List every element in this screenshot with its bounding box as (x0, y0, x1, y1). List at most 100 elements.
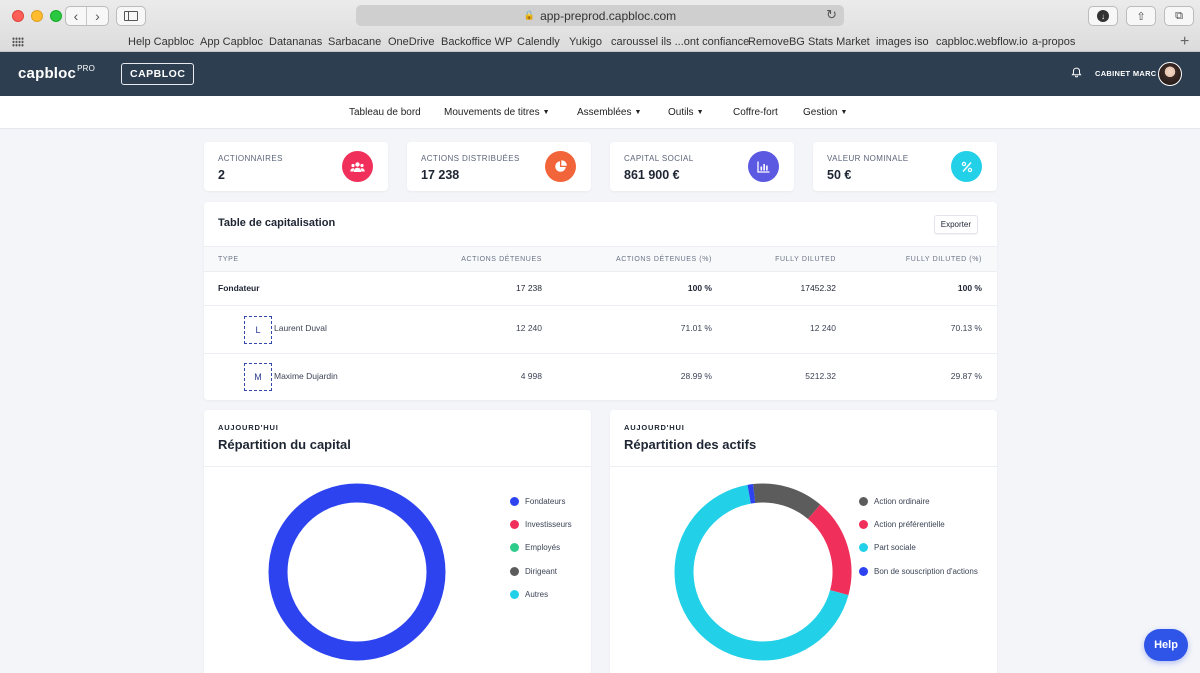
stat-label: ACTIONNAIRES (218, 154, 283, 163)
bookmark[interactable]: Backoffice WP (441, 36, 513, 48)
chevron-down-icon: ▼ (634, 109, 642, 116)
panel-kicker: AUJOURD'HUI (624, 423, 685, 432)
avatar-initial-badge: L (244, 316, 272, 344)
legend-item[interactable]: Action préférentielle (859, 513, 978, 536)
col-fully-diluted[interactable]: FULLY DILUTED (775, 256, 836, 263)
stat-label: VALEUR NOMINALE (827, 154, 909, 163)
capital-distribution-card: AUJOURD'HUI Répartition du capital Fonda… (204, 410, 591, 673)
capbloc-logo[interactable]: capblocPRO (18, 64, 95, 82)
stat-card-capital-social: CAPITAL SOCIAL 861 900 € (610, 142, 794, 191)
donut-slice-part-sociale[interactable] (674, 484, 849, 661)
nav-label: Mouvements de titres (444, 107, 540, 118)
nav-gestion[interactable]: Gestion ▼ (803, 107, 847, 118)
nav-outils[interactable]: Outils ▼ (668, 107, 704, 118)
bookmark[interactable]: Help Capbloc (128, 36, 195, 48)
nav-coffre-fort[interactable]: Coffre-fort (733, 107, 778, 118)
bar-chart-icon (748, 151, 779, 182)
legend-item[interactable]: Autres (510, 583, 572, 606)
share-button[interactable]: ⇧ (1126, 6, 1156, 26)
legend-item[interactable]: Investisseurs (510, 513, 572, 536)
legend-item[interactable]: Bon de souscription d'actions (859, 560, 978, 583)
table-header: TYPE ACTIONS DÉTENUES ACTIONS DÉTENUES (… (204, 246, 997, 272)
legend-item[interactable]: Employés (510, 536, 572, 559)
group-fd-pct: 100 % (957, 283, 982, 293)
panel-divider (204, 466, 591, 467)
col-actions-detenues-pct[interactable]: ACTIONS DÉTENUES (%) (615, 256, 712, 263)
assets-donut-chart (674, 483, 852, 661)
legend-label: Part sociale (874, 543, 916, 553)
app-header: capblocPRO CAPBLOC CABINET MARC (0, 52, 1200, 96)
donut-slice-fondateurs[interactable] (268, 483, 446, 661)
stat-card-actionnaires: ACTIONNAIRES 2 (204, 142, 388, 191)
table-row[interactable]: Maxime Dujardin 4 998 28.99 % 5212.32 29… (204, 371, 997, 391)
donut-slice-action-pr-f-rentielle[interactable] (807, 504, 852, 596)
stat-value: 17 238 (421, 168, 460, 182)
panel-title: Répartition des actifs (624, 437, 757, 452)
legend-item[interactable]: Fondateurs (510, 490, 572, 513)
bookmark[interactable]: images iso (876, 36, 929, 48)
col-type[interactable]: TYPE (218, 256, 239, 263)
new-tab-plus-icon[interactable]: + (1180, 33, 1190, 50)
downloads-button[interactable]: ↓ (1088, 6, 1118, 26)
donut-slice-bon-de-souscription-d-actions[interactable] (747, 484, 756, 504)
holder-fd: 12 240 (810, 323, 836, 333)
stat-card-actions-distribuees: ACTIONS DISTRIBUÉES 17 238 (407, 142, 591, 191)
browser-chrome: ‹ › 🔒 app-preprod.capbloc.com ↻ ↓ ⇧ ⧉ He… (0, 0, 1200, 52)
export-button[interactable]: Exporter (933, 215, 978, 234)
legend-swatch (510, 543, 519, 553)
address-bar[interactable]: 🔒 app-preprod.capbloc.com ↻ (356, 5, 844, 26)
row-divider (204, 353, 997, 354)
bookmark[interactable]: App Capbloc (200, 36, 263, 48)
minimize-window-button[interactable] (31, 10, 43, 22)
bookmark[interactable]: OneDrive (388, 36, 435, 48)
nav-label: Assemblées (577, 107, 632, 118)
col-fully-diluted-pct[interactable]: FULLY DILUTED (%) (905, 256, 982, 263)
assets-legend: Action ordinaire Action préférentielle P… (859, 490, 978, 583)
legend-item[interactable]: Part sociale (859, 536, 978, 559)
stat-label: ACTIONS DISTRIBUÉES (421, 154, 520, 163)
maximize-window-button[interactable] (50, 10, 62, 22)
panel-kicker: AUJOURD'HUI (218, 423, 279, 432)
donut-slice-action-ordinaire[interactable] (753, 483, 821, 520)
apps-grid-icon[interactable] (12, 37, 24, 47)
nav-assemblees[interactable]: Assemblées ▼ (577, 107, 641, 118)
back-arrow-icon[interactable]: ‹ (66, 7, 87, 25)
tabs-overview-button[interactable]: ⧉ (1164, 6, 1194, 26)
bookmark[interactable]: Datananas (269, 36, 323, 48)
col-actions-detenues[interactable]: ACTIONS DÉTENUES (461, 256, 542, 263)
sidebar-toggle-button[interactable] (116, 6, 146, 26)
nav-label: Outils (668, 107, 694, 118)
table-row-group[interactable]: Fondateur 17 238 100 % 17452.32 100 % (204, 283, 997, 303)
nav-label: Coffre-fort (733, 107, 778, 118)
bookmark[interactable]: Stats Market (808, 36, 870, 48)
lock-icon: 🔒 (523, 10, 536, 20)
bookmark[interactable]: Sarbacane (328, 36, 382, 48)
bookmark[interactable]: a-propos (1032, 36, 1076, 48)
holder-fd-pct: 29.87 % (950, 371, 982, 381)
window-controls (12, 10, 62, 22)
legend-item[interactable]: Action ordinaire (859, 490, 978, 513)
avatar-initial-badge: M (244, 363, 272, 391)
bookmark[interactable]: Yukigo (569, 36, 603, 48)
forward-arrow-icon[interactable]: › (95, 8, 100, 24)
nav-tableau-de-bord[interactable]: Tableau de bord (349, 107, 421, 118)
user-name[interactable]: CABINET MARC (1095, 69, 1157, 78)
help-button[interactable]: Help (1144, 629, 1188, 661)
chevron-down-icon: ▼ (542, 109, 550, 116)
company-switch-button[interactable]: CAPBLOC (121, 63, 195, 85)
nav-label: Tableau de bord (349, 107, 421, 118)
bookmark[interactable]: RemoveBG (748, 36, 805, 48)
legend-item[interactable]: Dirigeant (510, 560, 572, 583)
reload-icon[interactable]: ↻ (826, 7, 837, 22)
sidebar-icon (124, 11, 138, 21)
holder-shares-pct: 28.99 % (680, 371, 712, 381)
close-window-button[interactable] (12, 10, 24, 22)
nav-mouvements-de-titres[interactable]: Mouvements de titres ▼ (444, 107, 550, 118)
bookmark[interactable]: Calendly (517, 36, 560, 48)
avatar[interactable] (1158, 62, 1182, 86)
bookmark[interactable]: capbloc.webflow.io (936, 36, 1028, 48)
bell-icon[interactable] (1071, 67, 1082, 78)
pie-chart-icon (545, 151, 576, 182)
table-row[interactable]: Laurent Duval 12 240 71.01 % 12 240 70.1… (204, 323, 997, 343)
bookmark[interactable]: caroussel ils ...ont confiance (611, 36, 750, 48)
